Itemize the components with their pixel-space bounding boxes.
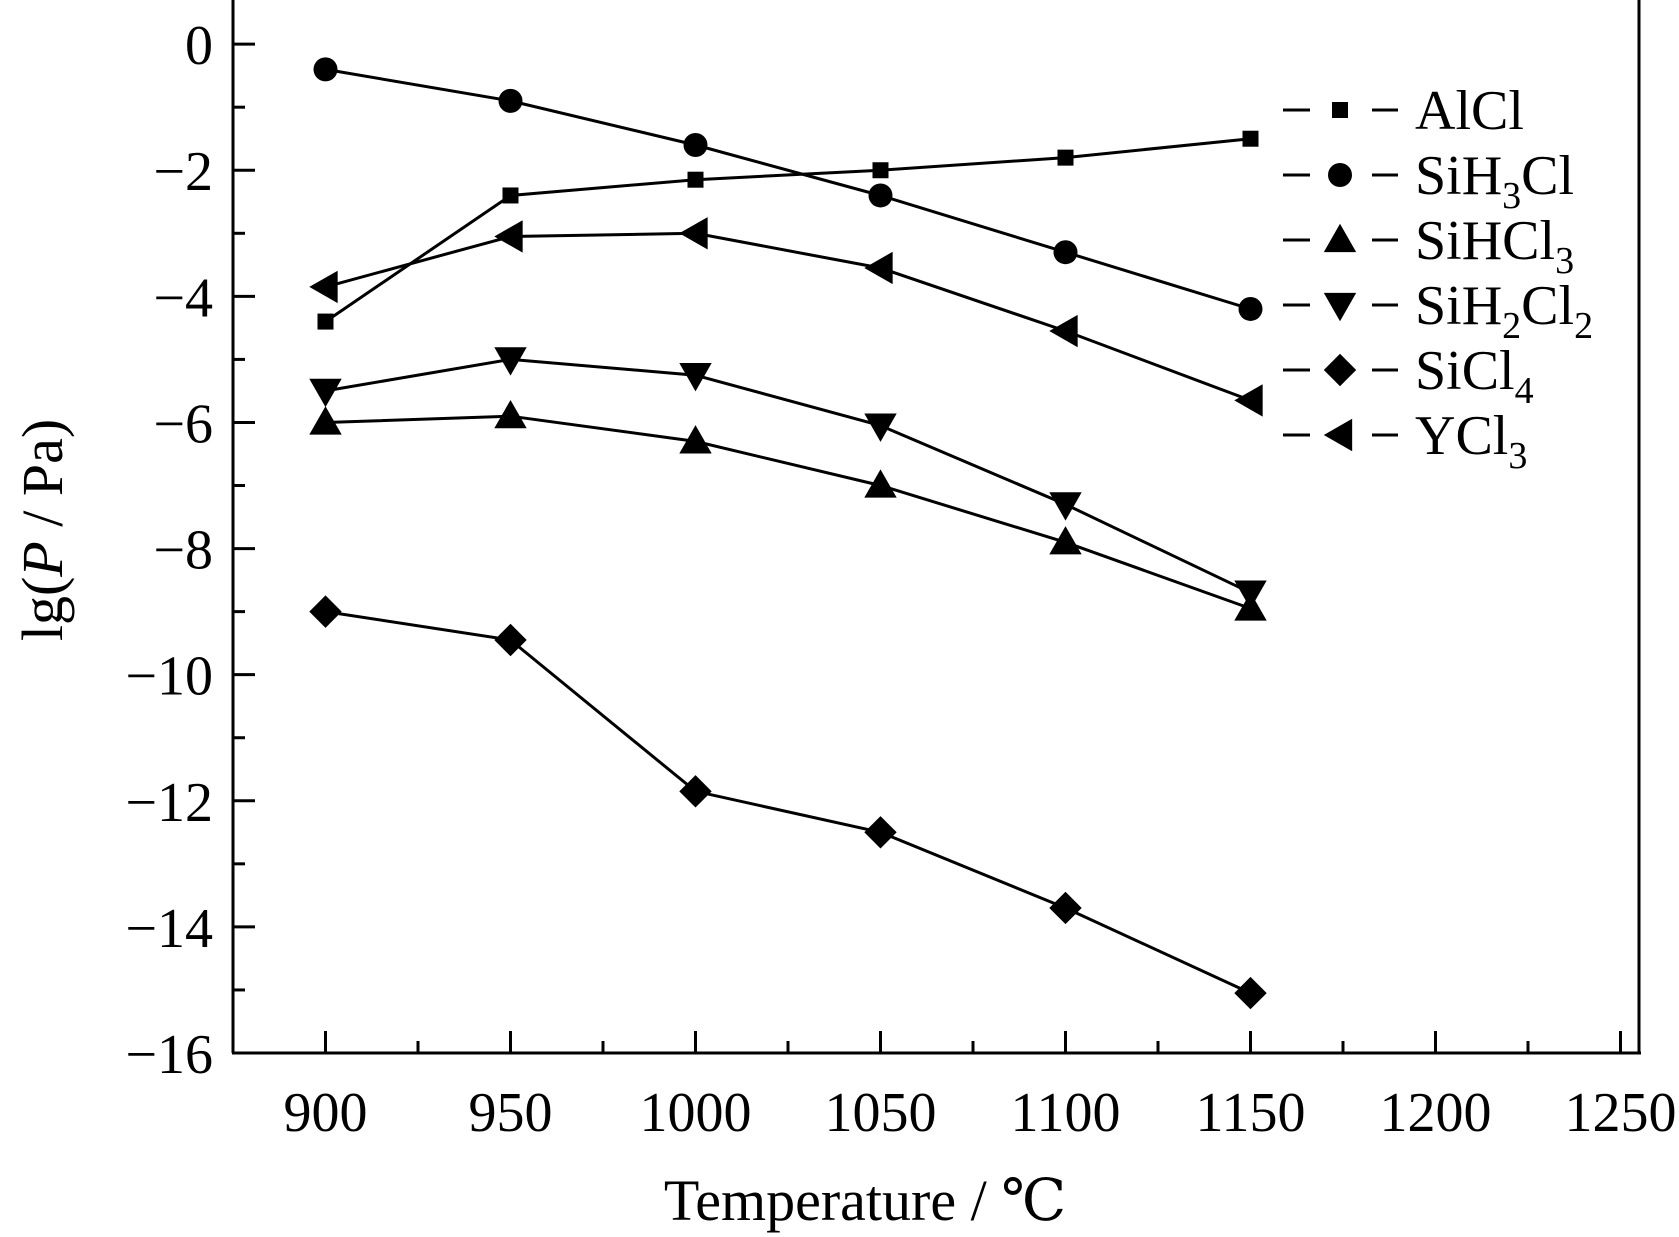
series-line [325,67,1251,311]
data-point-triangle-left [864,251,893,285]
data-point-circle [868,183,893,208]
series-alcl [317,130,1259,330]
data-point-circle [313,57,338,82]
x-tick-label: 1250 [1565,1082,1677,1144]
y-tick-label: −10 [125,646,213,708]
data-point-triangle-up [494,399,527,429]
y-tick-label: −12 [125,772,213,834]
data-point-square [872,162,889,179]
series-sih2cl2 [309,347,1267,609]
x-tick-label: 1050 [825,1082,937,1144]
legend-label: SiH3​Cl [1415,145,1574,217]
data-point-circle [498,88,523,113]
data-point-triangle-down [864,413,897,442]
data-point-triangle-left [309,270,338,304]
data-point-square [502,187,519,204]
legend-item: SiCl4​ [1283,340,1534,412]
data-point-triangle-down [309,378,342,408]
legend-item: SiH3​Cl [1283,145,1574,217]
x-axis-title: Temperature / ℃ [664,1168,1066,1233]
legend-item: YCl3​ [1283,405,1527,477]
series-layer [309,57,1267,1010]
y-axis-title: lg(P / Pa) [10,419,75,641]
data-point-circle [683,133,708,158]
data-point-triangle-down [679,363,712,392]
series-line [325,357,1252,595]
y-tick-label: 0 [185,15,213,77]
data-point-diamond [494,623,527,657]
x-tick-label: 1100 [1011,1082,1121,1144]
y-tick-label: −14 [125,898,213,960]
y-axis-title-variable: P [10,541,75,577]
data-point-triangle-down [494,347,527,376]
series-line [325,231,1252,402]
legend-marker-triangle-up [1323,223,1357,253]
x-tick-label: 1150 [1196,1082,1306,1144]
legend-label: SiH2​Cl2​ [1415,275,1593,347]
x-tick-label: 1000 [640,1082,752,1144]
x-tick-label: 950 [469,1082,553,1144]
data-point-triangle-left [494,220,523,253]
series-line [325,610,1252,995]
data-point-diamond [309,595,342,628]
y-axis-title-suffix: / Pa) [10,419,75,541]
data-point-diamond [1234,976,1267,1010]
y-axis-title-prefix: lg( [10,577,75,641]
legend-item: AlCl [1283,80,1524,142]
legend-marker-triangle-left [1323,418,1353,452]
legend-label: SiHCl3​ [1415,210,1574,282]
legend-marker-circle [1328,163,1352,187]
data-point-triangle-up [679,425,712,454]
legend-label: YCl3​ [1415,405,1527,477]
series-ycl3 [309,217,1263,417]
legend-marker-diamond [1323,353,1357,387]
data-point-triangle-left [679,217,708,250]
data-point-triangle-up [864,469,897,498]
series-sih3cl [313,57,1263,321]
y-tick-label: −2 [153,141,213,203]
legend-marker-triangle-down [1323,292,1357,322]
x-tick-label: 1200 [1380,1082,1492,1144]
series-line [324,137,1251,323]
data-point-square [1242,130,1259,147]
legend-item: SiH2​Cl2​ [1283,275,1593,347]
series-sicl4 [309,595,1267,1010]
data-point-circle [1053,240,1078,265]
data-point-square [1057,149,1074,166]
series-line [325,414,1252,610]
data-point-triangle-left [1234,384,1263,417]
legend-label: AlCl [1415,80,1524,142]
axis-ticks: 0 −2 −4 −6 −8 −10 −12 −14 −16 900 950 1000 1050 1100 1… [125,15,1676,1144]
data-point-triangle-left [1049,314,1078,348]
y-tick-label: −6 [153,393,213,455]
series-sihcl3 [309,399,1267,621]
data-point-circle [1238,296,1263,321]
data-point-diamond [679,775,712,808]
legend-label: SiCl4​ [1415,340,1534,412]
data-point-triangle-up [1049,526,1082,555]
data-point-square [687,171,704,188]
data-point-diamond [864,816,897,849]
y-tick-label: −8 [153,520,213,582]
y-tick-label: −4 [153,267,213,329]
data-point-triangle-down [1234,580,1267,609]
data-point-triangle-up [309,406,342,435]
legend-item: SiHCl3​ [1283,210,1574,282]
axes [231,0,1641,1055]
legend-marker-square [1332,102,1348,118]
data-point-square [317,313,334,330]
data-point-diamond [1049,891,1082,925]
data-point-triangle-down [1049,492,1082,521]
x-tick-label: 900 [284,1082,368,1144]
y-tick-label: −16 [125,1024,213,1086]
